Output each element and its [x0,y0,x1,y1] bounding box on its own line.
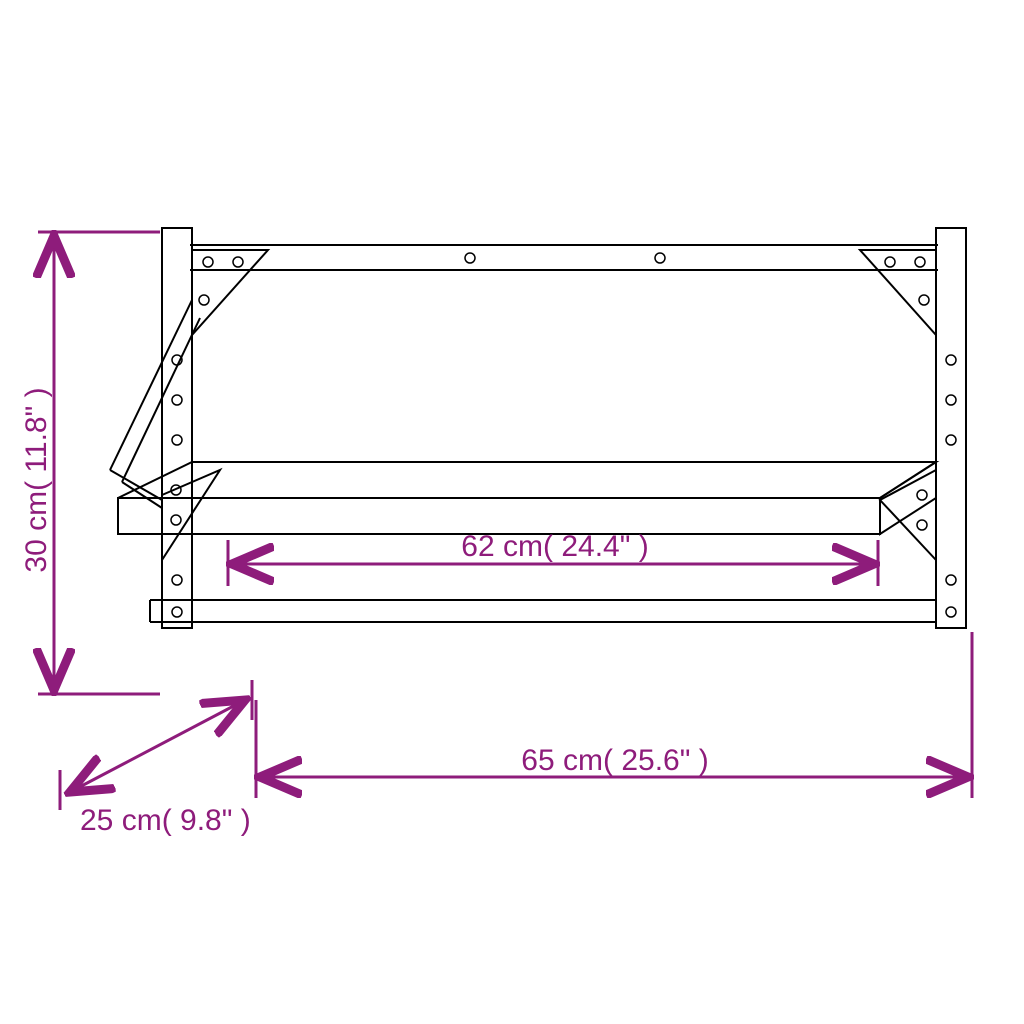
dim-depth-in: 9.8" [180,804,232,837]
left-bracket [110,250,268,617]
back-rail [190,245,938,270]
dimension-diagram: 30 cm( 11.8" ) 25 cm( 9.8" ) 62 cm( 24.4… [0,0,1024,1024]
dim-depth-cm: 25 cm [80,804,162,837]
dim-height-label: 30 cm( 11.8" ) [20,387,53,572]
right-bracket [860,250,956,617]
shelf-board [118,462,936,534]
product-drawing [110,228,966,628]
dim-inner-in: 24.4" [561,530,630,563]
dim-width-in: 25.6" [621,744,690,777]
hang-bar [150,600,936,622]
dim-height-cm: 30 cm [20,491,53,573]
dim-height-in: 11.8" [20,406,53,473]
dim-width-label: 65 cm( 25.6" ) [521,744,708,777]
left-post [162,228,192,628]
dim-width-cm: 65 cm [521,744,603,777]
right-post [936,228,966,628]
dim-inner-cm: 62 cm [461,530,543,563]
dim-height [38,232,160,694]
dim-depth-label: 25 cm( 9.8" ) [80,804,251,837]
dim-inner-label: 62 cm( 24.4" ) [461,530,648,563]
dim-depth [60,680,252,810]
